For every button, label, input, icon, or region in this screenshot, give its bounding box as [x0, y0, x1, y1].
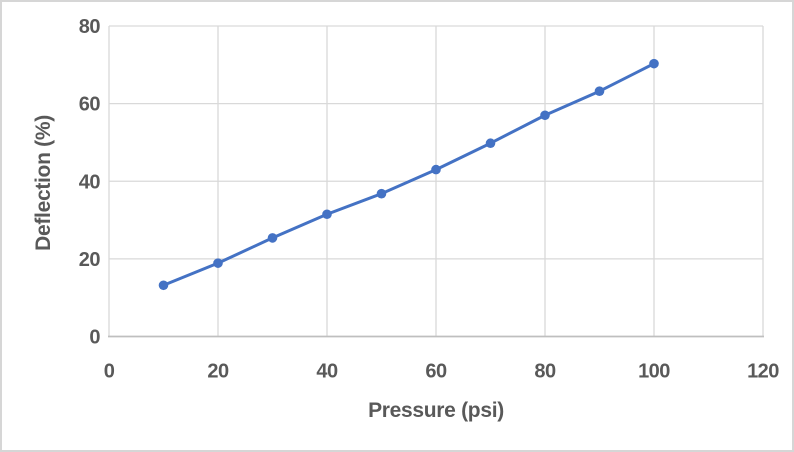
x-tick-label: 80 — [534, 361, 556, 383]
y-tick-label: 60 — [79, 94, 101, 116]
series-line — [162, 62, 656, 287]
data-point — [485, 138, 496, 149]
data-point — [213, 258, 223, 268]
x-tick-label: 120 — [747, 361, 779, 383]
x-tick-label: 40 — [316, 361, 338, 383]
data-point — [322, 209, 332, 220]
data-point — [376, 188, 387, 199]
data-point — [431, 164, 441, 175]
data-point — [540, 110, 550, 121]
data-point — [594, 86, 605, 97]
y-tick-label: 40 — [79, 171, 101, 193]
x-tick-label: 60 — [425, 361, 447, 383]
y-tick-label: 0 — [89, 327, 100, 349]
y-tick-label: 20 — [79, 249, 101, 271]
x-tick-label: 0 — [104, 361, 115, 383]
data-point — [158, 280, 169, 291]
data-point — [267, 233, 278, 243]
y-tick-label: 80 — [79, 16, 101, 38]
data-point — [649, 58, 659, 69]
x-tick-label: 100 — [638, 361, 670, 383]
x-tick-label: 20 — [207, 361, 229, 383]
